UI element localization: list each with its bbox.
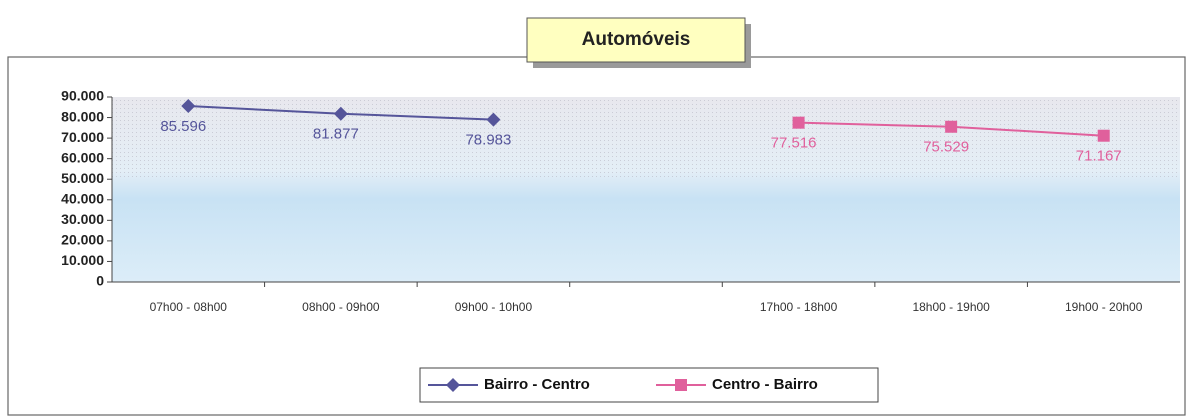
y-tick-label: 10.000: [61, 252, 104, 268]
data-label: 75.529: [923, 139, 969, 156]
data-label: 77.516: [771, 135, 817, 152]
y-tick-label: 30.000: [61, 211, 104, 227]
y-tick-label: 70.000: [61, 129, 104, 145]
x-tick-label: 09h00 - 10h00: [455, 300, 533, 314]
y-tick-label: 80.000: [61, 108, 104, 124]
chart-title: Automóveis: [582, 29, 691, 50]
legend-label: Bairro - Centro: [484, 376, 590, 393]
plot-texture: [112, 97, 1180, 177]
x-tick-label: 08h00 - 09h00: [302, 300, 380, 314]
x-tick-label: 17h00 - 18h00: [760, 300, 838, 314]
data-label: 78.983: [465, 132, 511, 149]
data-point: [945, 120, 958, 133]
y-tick-label: 20.000: [61, 232, 104, 248]
x-tick-label: 07h00 - 08h00: [150, 300, 228, 314]
data-label: 85.596: [160, 118, 206, 135]
data-point: [181, 99, 196, 114]
data-point: [486, 112, 501, 127]
data-point: [792, 116, 805, 129]
y-tick-label: 90.000: [61, 88, 104, 104]
legend-marker: [675, 379, 687, 391]
title-box: [526, 17, 746, 63]
legend-label: Centro - Bairro: [712, 376, 818, 393]
data-label: 81.877: [313, 126, 359, 143]
legend-box: [419, 367, 879, 403]
data-point: [1097, 129, 1110, 142]
data-label: 71.167: [1076, 148, 1122, 165]
y-tick-label: 40.000: [61, 190, 104, 206]
y-tick-label: 50.000: [61, 170, 104, 186]
y-tick-label: 0: [96, 273, 104, 289]
data-point: [333, 106, 348, 121]
x-tick-label: 18h00 - 19h00: [912, 300, 990, 314]
x-tick-label: 19h00 - 20h00: [1065, 300, 1143, 314]
legend-marker: [446, 378, 460, 392]
y-tick-label: 60.000: [61, 149, 104, 165]
